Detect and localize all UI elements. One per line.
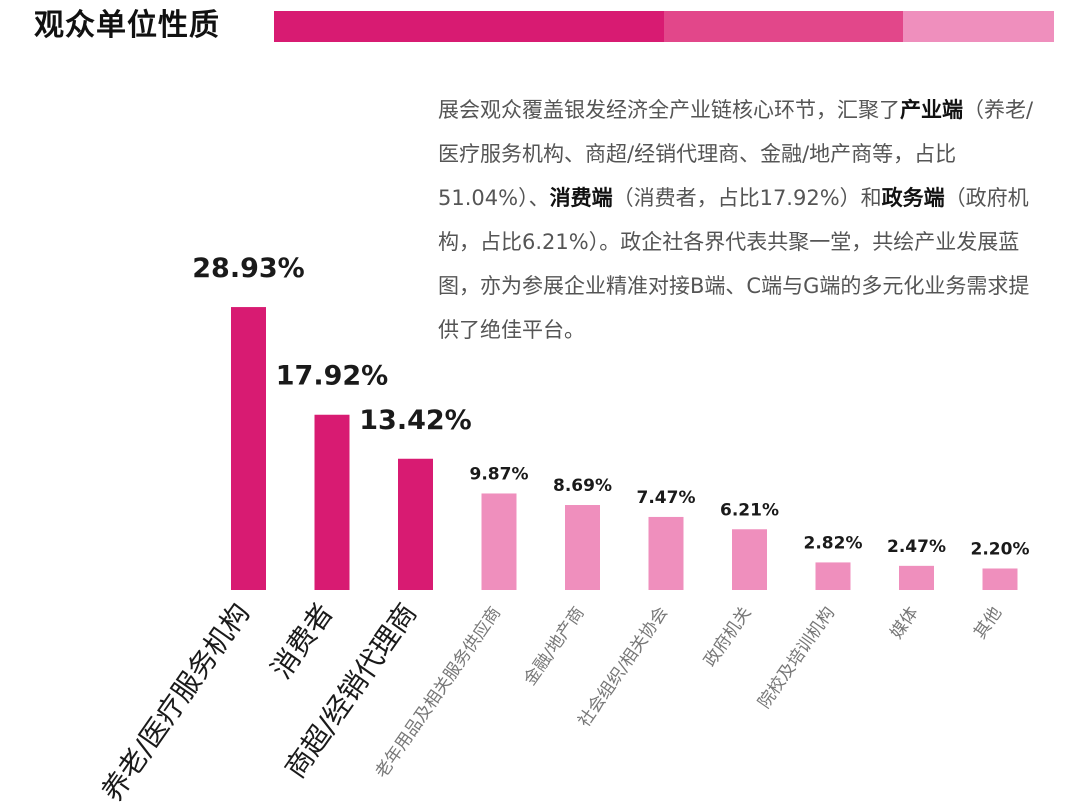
title-stripe-dark bbox=[274, 11, 664, 42]
bar-7 bbox=[732, 529, 767, 590]
value-label-10: 2.20% bbox=[971, 539, 1030, 559]
value-label-5: 8.69% bbox=[553, 476, 612, 496]
category-label-1: 养老/医疗服务机构 bbox=[95, 597, 256, 807]
bar-1 bbox=[231, 307, 266, 590]
category-label-10: 其他 bbox=[970, 603, 1006, 642]
value-label-1: 28.93% bbox=[192, 253, 304, 284]
description-text-2: （养老/医疗服务机构、商超/经销代理商、金融/地产商等，占比51.04%）、 bbox=[438, 98, 1034, 210]
value-label-4: 9.87% bbox=[470, 464, 529, 484]
description-bold-government: 政务端 bbox=[881, 186, 945, 210]
category-label-6: 社会组织/相关协会 bbox=[574, 603, 672, 731]
bar-6 bbox=[648, 516, 684, 590]
category-label-9: 媒体 bbox=[887, 603, 923, 642]
bar-10 bbox=[982, 568, 1018, 590]
title-stripe-mid bbox=[664, 11, 903, 42]
title-stripe-light bbox=[903, 11, 1054, 42]
bar-9 bbox=[899, 565, 934, 590]
category-label-5: 金融/地产商 bbox=[520, 603, 588, 689]
value-label-3: 13.42% bbox=[359, 405, 471, 436]
category-label-8: 院校及培训机构 bbox=[754, 603, 839, 712]
category-label-2: 消费者 bbox=[265, 597, 340, 685]
description-bold-consumer: 消费端 bbox=[549, 186, 613, 210]
page-title: 观众单位性质 bbox=[34, 8, 220, 43]
description-text-1: 展会观众覆盖银发经济全产业链核心环节，汇聚了 bbox=[438, 98, 900, 122]
value-label-2: 17.92% bbox=[276, 361, 388, 392]
value-label-6: 7.47% bbox=[637, 488, 696, 508]
description-bold-industry: 产业端 bbox=[900, 98, 963, 122]
bar-5 bbox=[565, 505, 600, 590]
value-label-7: 6.21% bbox=[720, 500, 779, 520]
description-text-3: （消费者，占比17.92%）和 bbox=[612, 186, 882, 210]
value-label-8: 2.82% bbox=[804, 533, 863, 553]
description-paragraph: 展会观众覆盖银发经济全产业链核心环节，汇聚了产业端（养老/医疗服务机构、商超/经… bbox=[438, 88, 1038, 352]
bar-2 bbox=[314, 414, 350, 590]
bar-4 bbox=[481, 493, 517, 590]
bar-3 bbox=[398, 458, 433, 590]
value-label-9: 2.47% bbox=[887, 537, 946, 557]
bar-8 bbox=[815, 562, 851, 590]
description-text-4: （政府机构，占比6.21%）。政企社各界代表共聚一堂，共绘产业发展蓝图，亦为参展… bbox=[438, 186, 1030, 342]
category-label-7: 政府机关 bbox=[700, 603, 755, 670]
